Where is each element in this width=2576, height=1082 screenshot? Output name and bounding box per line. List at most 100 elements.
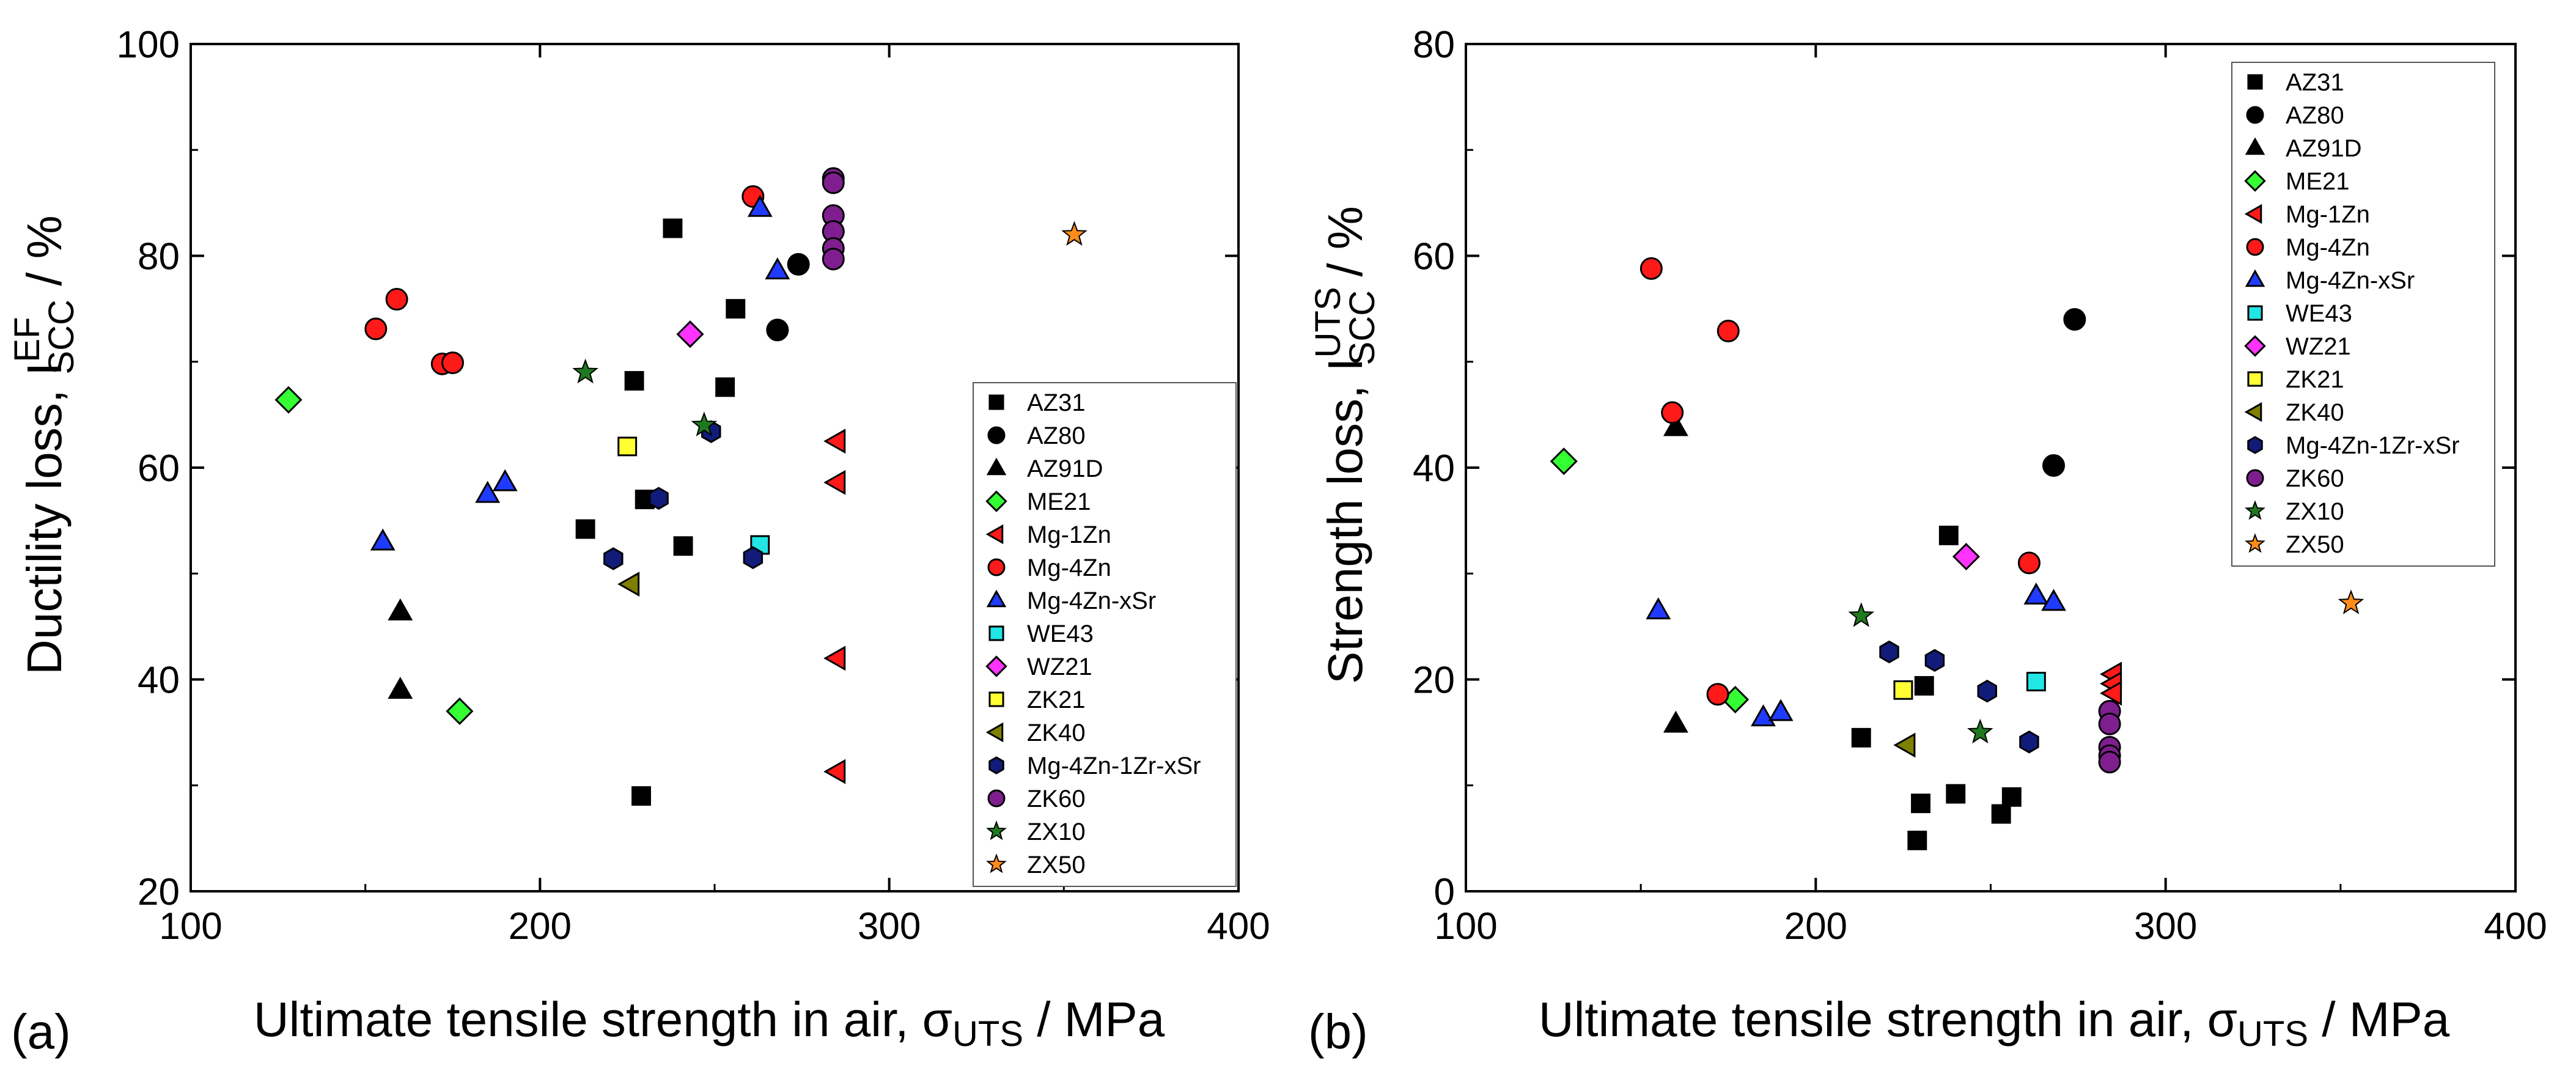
point-az31 bbox=[631, 786, 651, 806]
legend-marker-mg-4zn-1zr-xsr bbox=[2247, 436, 2263, 454]
point-wz21 bbox=[1952, 543, 1980, 571]
point-zx10 bbox=[1967, 718, 1993, 744]
point-mg-4zn-1zr-xsr bbox=[1924, 649, 1945, 672]
point-mg-4zn bbox=[1717, 320, 1740, 343]
y-tick-label-b: 80 bbox=[1413, 24, 1455, 66]
legend-label-mg-4zn: Mg-4Zn bbox=[2286, 234, 2370, 261]
point-mg-4zn-xsr bbox=[1646, 597, 1671, 620]
data-points-a bbox=[274, 167, 1087, 806]
point-mg-4zn-1zr-xsr bbox=[2019, 730, 2039, 754]
legend-marker-me21 bbox=[985, 490, 1007, 512]
point-az31 bbox=[726, 299, 746, 319]
legend-marker-az31 bbox=[988, 394, 1004, 410]
point-mg-4zn-xsr bbox=[492, 469, 518, 491]
legend-a: AZ31 AZ80 AZ91D ME21 Mg-1Zn Mg-4Zn Mg-4Zn-xSr W… bbox=[973, 382, 1237, 887]
legend-label-wz21: WZ21 bbox=[2286, 333, 2351, 360]
point-zk40 bbox=[617, 572, 640, 597]
legend-marker-mg-4zn-1zr-xsr bbox=[988, 756, 1004, 775]
legend-marker-az91d bbox=[2245, 137, 2265, 155]
x-tick-label-a: 400 bbox=[1207, 905, 1270, 948]
point-mg-4zn-xsr bbox=[2041, 589, 2066, 611]
legend-marker-az80 bbox=[987, 426, 1006, 444]
y-tick-label-b: 40 bbox=[1413, 447, 1455, 490]
point-mg-4zn-xsr bbox=[765, 257, 790, 280]
point-mg-4zn bbox=[441, 351, 464, 374]
legend-label-az80: AZ80 bbox=[1027, 422, 1086, 449]
legend-label-zk21: ZK21 bbox=[2286, 366, 2344, 393]
legend-marker-mg-1zn bbox=[2244, 204, 2262, 224]
point-az31 bbox=[1907, 830, 1927, 850]
point-az80 bbox=[787, 252, 810, 276]
panel-label-b: (b) bbox=[1308, 1004, 1368, 1059]
point-zk40 bbox=[1893, 732, 1916, 758]
point-zx50 bbox=[1061, 221, 1087, 246]
point-az31 bbox=[673, 536, 693, 556]
legend-marker-zk21 bbox=[2247, 371, 2263, 387]
legend-marker-wz21 bbox=[985, 655, 1007, 677]
legend-marker-me21 bbox=[2244, 170, 2266, 192]
point-zx10 bbox=[691, 411, 718, 436]
x-tick-label-b: 300 bbox=[2134, 905, 2197, 948]
point-az31 bbox=[624, 370, 644, 391]
point-az31 bbox=[1911, 793, 1930, 814]
legend-marker-mg-4zn bbox=[2246, 238, 2264, 256]
legend-marker-az31 bbox=[2247, 74, 2263, 90]
y-tick-label-a: 100 bbox=[117, 24, 180, 66]
point-az31 bbox=[575, 519, 595, 539]
point-az80 bbox=[766, 318, 789, 342]
x-tick-label-b: 400 bbox=[2484, 905, 2547, 948]
point-mg-4zn bbox=[364, 317, 388, 340]
panel-label-a: (a) bbox=[11, 1004, 71, 1059]
point-zx50 bbox=[2338, 589, 2364, 614]
legend-marker-az91d bbox=[986, 457, 1007, 476]
legend-label-az80: AZ80 bbox=[2286, 102, 2344, 129]
point-az31 bbox=[1851, 727, 1871, 748]
y-axis-title-b: Strength loss, IUTSSCC / % bbox=[1308, 206, 1382, 684]
legend-label-az31: AZ31 bbox=[1027, 389, 1086, 416]
legend-marker-mg-4zn-xsr bbox=[2245, 269, 2265, 287]
legend-marker-zx10 bbox=[986, 820, 1007, 841]
x-axis-title-a: Ultimate tensile strength in air, σUTS /… bbox=[254, 992, 1165, 1054]
legend-label-zk21: ZK21 bbox=[1027, 686, 1086, 713]
legend-marker-wz21 bbox=[2244, 335, 2266, 357]
point-az91d bbox=[1663, 710, 1688, 733]
legend-label-zx10: ZX10 bbox=[1027, 819, 1086, 845]
point-mg-4zn-xsr bbox=[370, 528, 396, 551]
point-mg-4zn-xsr bbox=[747, 194, 773, 217]
point-az31 bbox=[2001, 787, 2022, 807]
point-az91d bbox=[1663, 414, 1688, 436]
point-az31 bbox=[1914, 675, 1934, 696]
x-tick-label-b: 100 bbox=[1434, 905, 1497, 948]
point-mg-4zn-1zr-xsr bbox=[743, 546, 764, 569]
point-az31 bbox=[1991, 804, 2011, 824]
point-mg-4zn-1zr-xsr bbox=[603, 547, 624, 570]
point-az91d bbox=[388, 677, 413, 699]
point-mg-4zn-1zr-xsr bbox=[649, 487, 669, 510]
legend-label-mg-4zn-xsr: Mg-4Zn-xSr bbox=[1027, 587, 1156, 614]
legend-label-we43: WE43 bbox=[1027, 620, 1094, 647]
legend-marker-zk60 bbox=[987, 789, 1006, 808]
x-tick-label-a: 200 bbox=[509, 905, 572, 948]
point-me21 bbox=[446, 697, 474, 725]
legend-marker-zx50 bbox=[986, 853, 1007, 874]
y-tick-label-a: 20 bbox=[138, 871, 180, 913]
point-zk60 bbox=[2098, 751, 2121, 774]
legend-label-mg-4zn-xsr: Mg-4Zn-xSr bbox=[2286, 267, 2415, 294]
point-zk60 bbox=[2098, 712, 2121, 735]
point-mg-1zn bbox=[823, 429, 846, 454]
legend-box-b bbox=[2231, 62, 2495, 567]
x-tick-label-a: 100 bbox=[159, 905, 222, 948]
legend-label-az91d: AZ91D bbox=[2286, 135, 2362, 162]
legend-label-zx50: ZX50 bbox=[2286, 531, 2344, 558]
y-tick-label-b: 0 bbox=[1434, 871, 1455, 913]
y-tick-label-b: 60 bbox=[1413, 236, 1455, 278]
point-mg-4zn-xsr bbox=[1768, 699, 1794, 721]
legend-label-zk60: ZK60 bbox=[2286, 465, 2344, 492]
point-mg-4zn-xsr bbox=[475, 480, 501, 503]
point-mg-4zn bbox=[2017, 551, 2041, 575]
point-mg-4zn-xsr bbox=[2023, 582, 2049, 605]
point-zk60 bbox=[822, 248, 845, 271]
point-az31 bbox=[663, 218, 683, 238]
